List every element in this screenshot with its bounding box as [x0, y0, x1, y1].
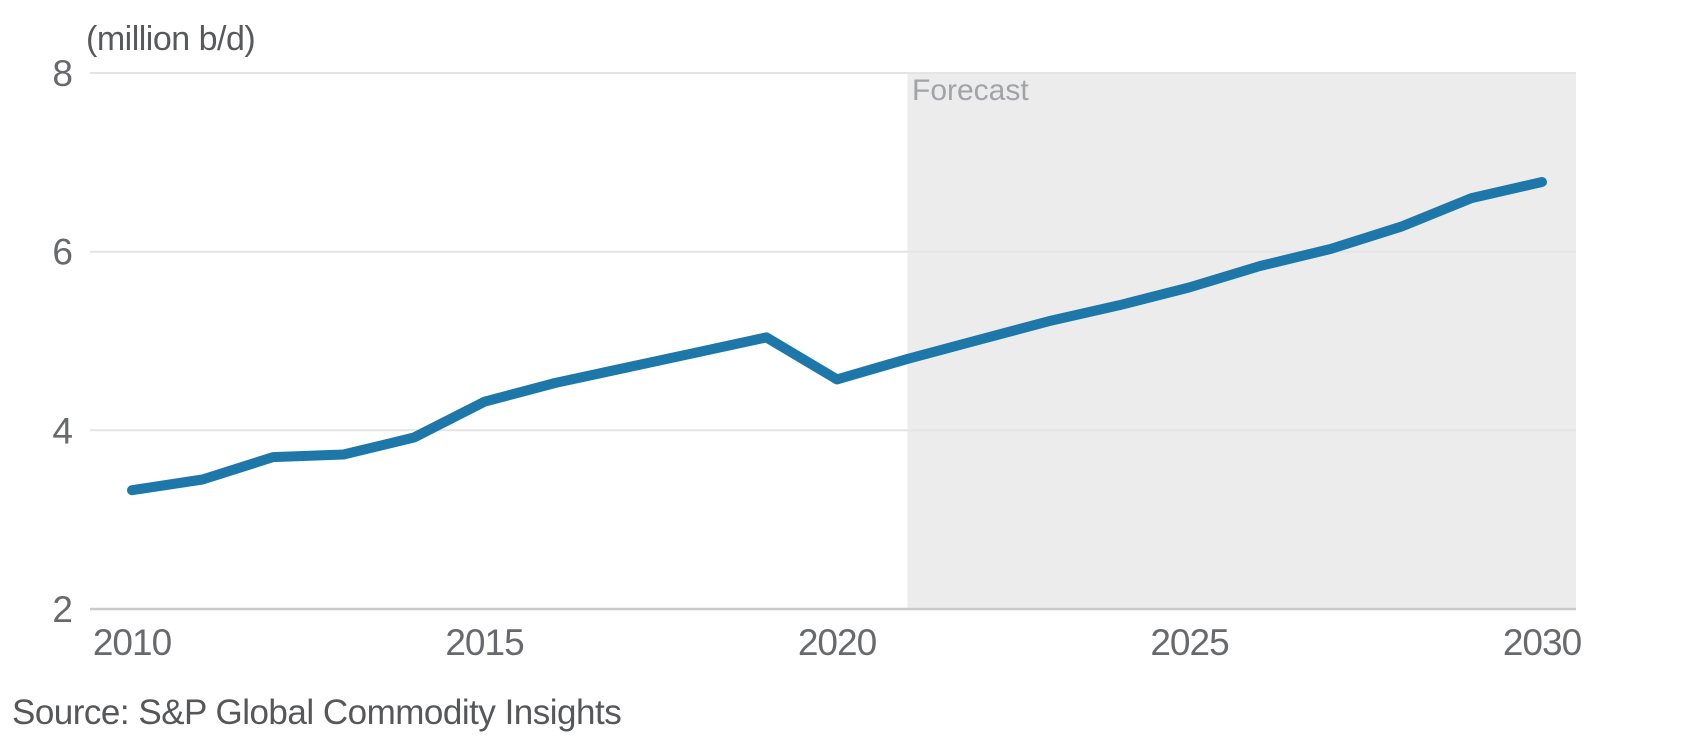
y-tick-label: 8	[52, 53, 72, 94]
source-note: Source: S&P Global Commodity Insights	[12, 693, 622, 732]
x-tick-label: 2025	[1150, 622, 1229, 663]
y-tick-label: 6	[52, 232, 72, 273]
forecast-band	[907, 73, 1576, 609]
forecast-label: Forecast	[912, 74, 1029, 107]
series-line	[127, 177, 1547, 496]
x-tick-label: 2030	[1503, 622, 1582, 663]
x-tick-label: 2015	[445, 622, 524, 663]
y-tick-label: 2	[52, 589, 72, 630]
y-tick-label: 4	[52, 410, 72, 451]
y-axis-unit-label: (million b/d)	[86, 20, 256, 58]
x-tick-label: 2020	[798, 622, 877, 663]
x-tick-label: 2010	[93, 622, 172, 663]
